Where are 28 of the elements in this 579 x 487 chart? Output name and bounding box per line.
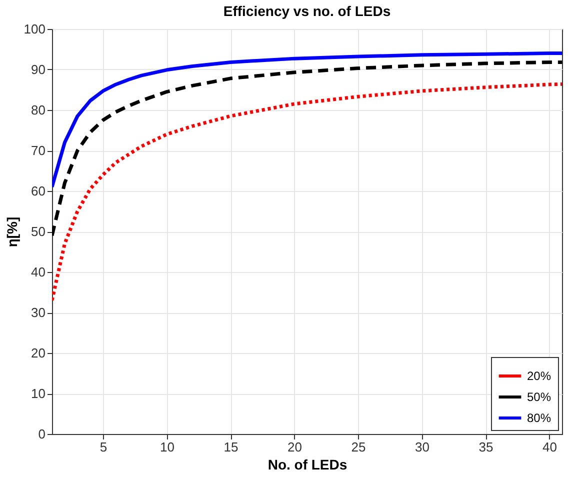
x-tick-label: 35 xyxy=(478,440,494,454)
y-tick-label: 60 xyxy=(31,184,46,198)
y-tick-label: 80 xyxy=(31,102,46,118)
legend-label: 50% xyxy=(527,390,552,404)
x-tick-label: 5 xyxy=(100,440,108,454)
y-tick-label: 70 xyxy=(31,143,46,158)
x-tick-label: 40 xyxy=(542,440,557,454)
legend-label: 20% xyxy=(527,369,552,383)
line-series xyxy=(52,82,562,302)
y-tick-label: 10 xyxy=(31,386,46,401)
y-tick-label: 90 xyxy=(31,62,46,77)
x-tick-label: 10 xyxy=(160,440,174,454)
legend-label: 80% xyxy=(527,411,552,425)
x-tick-label: 30 xyxy=(415,440,430,454)
x-tick-label: 20 xyxy=(288,440,302,454)
line-series xyxy=(52,52,562,189)
y-tick-label: 40 xyxy=(31,264,46,280)
x-tick-label: 25 xyxy=(351,440,366,454)
y-tick-label: 100 xyxy=(24,22,46,36)
x-tick-label: 15 xyxy=(224,440,238,454)
chart-title: Efficiency vs no. of LEDs xyxy=(223,3,391,19)
x-axis-title: No. of LEDs xyxy=(268,456,348,472)
line-series xyxy=(52,60,562,238)
y-tick-label: 30 xyxy=(31,305,46,320)
y-tick-label: 0 xyxy=(38,426,46,442)
y-tick-label: 20 xyxy=(31,346,46,360)
y-axis-title: η[%] xyxy=(4,216,20,248)
y-tick-label: 50 xyxy=(31,224,46,239)
